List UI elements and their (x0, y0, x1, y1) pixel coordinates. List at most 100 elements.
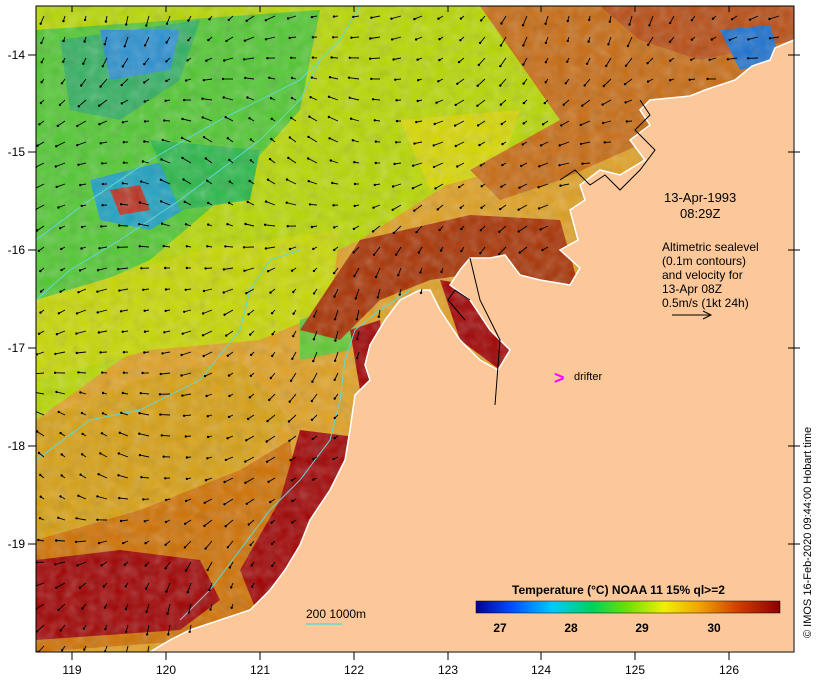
velocity-arrow-head (669, 59, 672, 62)
velocity-arrow (749, 15, 759, 21)
velocity-arrow-head (711, 17, 715, 20)
velocity-arrow (268, 477, 276, 483)
velocity-arrow (140, 392, 150, 395)
velocity-arrow (98, 99, 108, 107)
velocity-arrow (499, 225, 507, 233)
velocity-arrow (223, 97, 234, 101)
velocity-arrow-head (143, 330, 147, 333)
velocity-arrow-head (201, 312, 205, 315)
velocity-arrow-head (479, 229, 483, 232)
velocity-arrow (146, 624, 150, 635)
velocity-arrow (311, 393, 318, 402)
velocity-arrow (144, 36, 150, 46)
velocity-arrow-head (726, 58, 729, 61)
velocity-arrow-head (309, 96, 312, 99)
velocity-arrow-head (59, 431, 62, 435)
velocity-arrow-head (646, 62, 649, 65)
velocity-arrow-head (242, 246, 246, 249)
velocity-arrow-head (312, 478, 315, 481)
velocity-arrow-head (266, 270, 270, 273)
velocity-arrow-head (248, 396, 251, 399)
velocity-arrow (580, 120, 591, 126)
velocity-arrow-head (347, 76, 351, 79)
velocity-arrow-head (143, 81, 146, 84)
velocity-arrow (224, 309, 234, 316)
velocity-arrow (56, 582, 66, 589)
velocity-arrow-head (270, 521, 273, 524)
velocity-arrow-head (79, 473, 82, 476)
velocity-arrow-head (164, 520, 168, 524)
velocity-arrow-head (587, 40, 590, 43)
velocity-arrow-head (521, 24, 525, 27)
velocity-arrow-head (327, 115, 331, 119)
velocity-arrow-head (101, 391, 105, 395)
velocity-arrow (36, 225, 45, 231)
velocity-arrow (78, 288, 87, 293)
velocity-arrow (584, 78, 591, 86)
velocity-arrow (181, 372, 192, 376)
velocity-arrow-head (333, 359, 337, 362)
velocity-arrow-head (287, 420, 291, 423)
velocity-arrow-head (201, 97, 204, 100)
velocity-arrow-head (706, 77, 709, 81)
velocity-arrow-head (101, 182, 105, 186)
velocity-arrow-head (370, 16, 373, 19)
velocity-arrow (139, 245, 150, 248)
velocity-arrow-head (202, 354, 205, 358)
velocity-arrow-head (289, 379, 293, 382)
velocity-arrow-head (478, 143, 481, 147)
velocity-arrow-head (333, 436, 336, 440)
velocity-arrow (268, 393, 276, 401)
velocity-arrow (223, 267, 234, 270)
velocity-arrow-head (500, 122, 503, 126)
velocity-arrow (162, 139, 171, 143)
velocity-arrow-head (163, 119, 166, 122)
velocity-arrow-head (201, 334, 205, 337)
velocity-arrow-head (269, 376, 273, 380)
velocity-arrow (58, 603, 66, 611)
velocity-arrow-head (75, 351, 79, 355)
velocity-arrow (203, 288, 213, 292)
velocity-arrow-head (311, 36, 315, 39)
velocity-arrow-head (144, 564, 147, 567)
velocity-arrow (99, 246, 108, 249)
velocity-arrow-head (353, 182, 357, 186)
velocity-arrow (479, 36, 486, 44)
velocity-arrow-head (607, 43, 610, 46)
contour-200m (36, 6, 411, 621)
velocity-arrow (500, 36, 507, 46)
velocity-arrow-head (228, 158, 231, 162)
velocity-arrow (350, 118, 360, 122)
velocity-arrow-head (266, 57, 269, 60)
velocity-arrow-head (498, 230, 501, 233)
velocity-arrow (98, 330, 108, 333)
velocity-arrow-head (269, 291, 272, 294)
velocity-arrow-head (75, 332, 78, 335)
velocity-arrow-head (83, 18, 87, 22)
velocity-arrow-head (143, 120, 147, 123)
velocity-arrow-head (101, 65, 105, 68)
velocity-arrow-head (374, 161, 377, 165)
velocity-arrow-head (353, 204, 356, 208)
velocity-arrow-head (331, 181, 334, 185)
velocity-arrow-head (188, 630, 191, 633)
velocity-arrow-head (417, 79, 420, 82)
time-label: 08:29Z (680, 206, 721, 221)
velocity-arrow-head (710, 38, 713, 41)
velocity-arrow-head (243, 269, 246, 272)
velocity-arrow-head (59, 629, 62, 632)
velocity-arrow-head (333, 397, 336, 400)
velocity-arrow-head (162, 244, 165, 248)
altimetry-note: Altimetric sealevel (0.1m contours) and … (662, 240, 759, 320)
velocity-arrow (224, 477, 234, 483)
velocity-arrow-head (182, 414, 186, 417)
velocity-arrow-head (225, 39, 228, 43)
velocity-arrow (205, 158, 213, 164)
velocity-arrow-head (183, 546, 187, 549)
velocity-arrow (391, 15, 402, 20)
velocity-arrow (166, 15, 171, 24)
velocity-arrow-head (480, 185, 483, 188)
velocity-arrow (36, 561, 45, 564)
velocity-arrow-head (205, 394, 208, 398)
velocity-arrow-head (290, 96, 294, 100)
